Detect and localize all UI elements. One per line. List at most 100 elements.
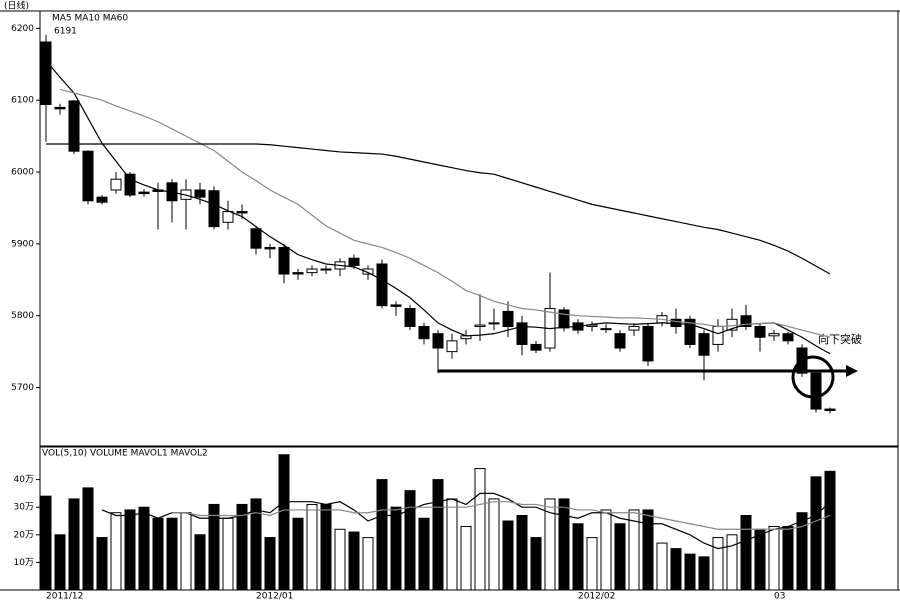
volume-bar bbox=[334, 528, 346, 591]
volume-tick-label: 10万 bbox=[14, 558, 34, 568]
volume-bar bbox=[642, 509, 654, 591]
ma-legend: MA5 MA10 MA60 bbox=[52, 14, 128, 24]
candle-body bbox=[418, 325, 430, 340]
volume-bar bbox=[572, 523, 584, 591]
volume-bar bbox=[698, 556, 710, 591]
volume-bar bbox=[768, 526, 780, 591]
x-tick-label: 2012/01 bbox=[256, 592, 293, 602]
candle-body bbox=[250, 228, 262, 249]
volume-bar bbox=[656, 542, 668, 591]
volume-bar bbox=[614, 523, 626, 591]
candle-body bbox=[404, 308, 416, 327]
x-tick-label: 03 bbox=[774, 592, 785, 602]
candle-body bbox=[810, 372, 822, 410]
volume-bar bbox=[726, 534, 738, 591]
candle-body bbox=[558, 309, 570, 329]
candle-body bbox=[712, 325, 724, 345]
candle-body bbox=[278, 246, 290, 275]
candle-body bbox=[320, 268, 332, 271]
annotation: 6191 bbox=[54, 27, 77, 37]
volume-ma-line bbox=[172, 501, 831, 530]
y-tick-label: 5700 bbox=[11, 383, 34, 393]
arrow-head bbox=[846, 365, 858, 377]
candle-body bbox=[474, 324, 486, 327]
volume-bar bbox=[418, 517, 430, 591]
candle-body bbox=[768, 333, 780, 337]
volume-bar bbox=[544, 498, 556, 591]
candle-body bbox=[68, 100, 80, 152]
candle-body bbox=[642, 325, 654, 362]
volume-bar bbox=[250, 498, 262, 591]
x-tick-label: 2011/12 bbox=[46, 592, 83, 602]
volume-bar bbox=[194, 534, 206, 591]
volume-bar bbox=[446, 498, 458, 591]
header: (日线) bbox=[4, 0, 29, 12]
x-tick-label: 2012/02 bbox=[578, 592, 615, 602]
volume-bar bbox=[754, 528, 766, 591]
volume-bar bbox=[740, 514, 752, 591]
volume-bar bbox=[404, 490, 416, 591]
volume-bar bbox=[82, 487, 94, 591]
volume-bar bbox=[530, 537, 542, 591]
candle-body bbox=[390, 304, 402, 307]
volume-bar bbox=[152, 517, 164, 591]
candle-body bbox=[502, 310, 514, 327]
y-tick-label: 6100 bbox=[11, 96, 34, 106]
volume-bar bbox=[432, 479, 444, 591]
ma-line bbox=[46, 143, 831, 275]
volume-bar bbox=[222, 517, 234, 591]
volume-bar bbox=[376, 479, 388, 591]
volume-bar bbox=[124, 509, 136, 591]
candle-body bbox=[530, 343, 542, 351]
candle-body bbox=[488, 322, 500, 325]
candle-body bbox=[782, 333, 794, 342]
annotation: 向下突破 bbox=[818, 332, 862, 346]
volume-legend: VOL(5,10) VOLUME MAVOL1 MAVOL2 bbox=[42, 449, 208, 459]
candle-body bbox=[82, 150, 94, 202]
candle-body bbox=[110, 178, 122, 191]
candle-body bbox=[684, 318, 696, 345]
volume-bar bbox=[306, 503, 318, 591]
candle-body bbox=[446, 340, 458, 353]
volume-bar bbox=[166, 517, 178, 591]
volume-bar bbox=[390, 506, 402, 591]
candle-body bbox=[376, 263, 388, 307]
volume-bar bbox=[502, 520, 514, 591]
volume-bar bbox=[600, 509, 612, 591]
price-frame bbox=[39, 10, 899, 447]
candle-body bbox=[222, 211, 234, 223]
volume-bar bbox=[180, 512, 192, 591]
volume-bar bbox=[96, 537, 108, 591]
candle-body bbox=[194, 189, 206, 198]
volume-bar bbox=[208, 503, 220, 591]
volume-bar bbox=[348, 531, 360, 591]
candle-body bbox=[208, 190, 220, 228]
candle-body bbox=[40, 41, 52, 106]
volume-bar bbox=[278, 454, 290, 591]
volume-bar bbox=[292, 517, 304, 591]
volume-tick-label: 40万 bbox=[14, 475, 34, 485]
candle-body bbox=[306, 268, 318, 274]
volume-bar bbox=[670, 548, 682, 591]
volume-bar bbox=[782, 526, 794, 591]
candle-body bbox=[138, 191, 150, 195]
volume-bar bbox=[684, 553, 696, 591]
candle-body bbox=[824, 408, 836, 412]
candle-body bbox=[516, 322, 528, 345]
ma-line bbox=[45, 60, 831, 355]
volume-bar bbox=[320, 503, 332, 591]
volume-bar bbox=[796, 512, 808, 591]
volume-bar bbox=[460, 526, 472, 591]
candle-body bbox=[124, 173, 136, 196]
candle-body bbox=[362, 268, 374, 275]
volume-bar bbox=[54, 534, 66, 591]
y-tick-label: 6000 bbox=[11, 168, 34, 178]
volume-ma-line bbox=[101, 492, 831, 550]
volume-tick-label: 30万 bbox=[14, 503, 34, 513]
volume-bar bbox=[110, 512, 122, 591]
volume-bar bbox=[712, 537, 724, 591]
volume-bar bbox=[264, 537, 276, 591]
candle-body bbox=[586, 324, 598, 327]
volume-bar bbox=[488, 498, 500, 591]
